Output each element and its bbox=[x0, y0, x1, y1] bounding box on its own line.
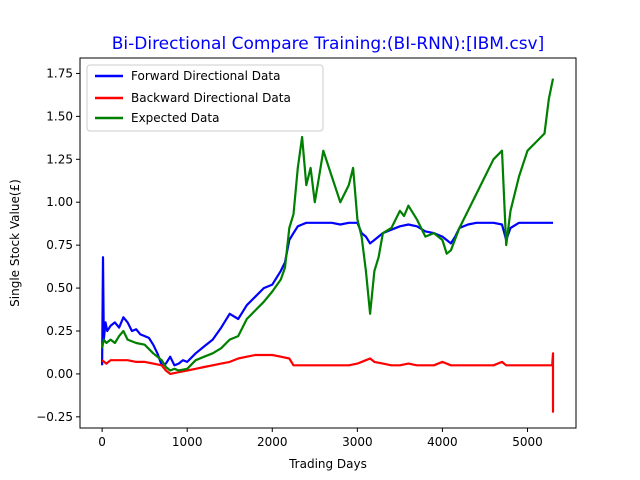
x-tick-label: 1000 bbox=[172, 435, 203, 449]
x-tick-label: 4000 bbox=[427, 435, 458, 449]
y-tick-label: 1.50 bbox=[46, 109, 73, 123]
series-backward-line bbox=[101, 352, 555, 413]
y-tick-label: 0.00 bbox=[46, 367, 73, 381]
y-axis-label: Single Stock Value(£) bbox=[8, 179, 22, 307]
x-axis: 0 1000 2000 3000 4000 5000 bbox=[98, 428, 543, 449]
y-tick-label: 0.25 bbox=[46, 324, 73, 338]
y-tick-label: −0.25 bbox=[36, 410, 73, 424]
plot-frame bbox=[79, 57, 577, 429]
y-tick-label: 1.25 bbox=[46, 152, 73, 166]
legend: Forward Directional Data Backward Direct… bbox=[86, 64, 324, 132]
legend-label-forward: Forward Directional Data bbox=[131, 69, 280, 83]
chart-title: Bi-Directional Compare Training:(BI-RNN)… bbox=[112, 34, 545, 54]
series-forward-line bbox=[101, 221, 553, 367]
y-tick-label: 1.75 bbox=[46, 66, 73, 80]
x-axis-label: Trading Days bbox=[288, 457, 367, 471]
y-tick-label: 1.00 bbox=[46, 195, 73, 209]
legend-box bbox=[86, 64, 324, 132]
y-tick-label: 0.75 bbox=[46, 238, 73, 252]
x-tick-label: 2000 bbox=[257, 435, 288, 449]
series-expected-line bbox=[101, 78, 555, 372]
x-tick-label: 3000 bbox=[342, 435, 373, 449]
series-layer bbox=[101, 78, 555, 413]
y-axis: −0.25 0.00 0.25 0.50 0.75 1.00 1.25 1.50 1.75 bbox=[36, 66, 80, 424]
x-tick-label: 0 bbox=[98, 435, 106, 449]
x-tick-label: 5000 bbox=[512, 435, 543, 449]
legend-label-backward: Backward Directional Data bbox=[131, 91, 291, 105]
legend-label-expected: Expected Data bbox=[131, 111, 219, 125]
y-tick-label: 0.50 bbox=[46, 281, 73, 295]
